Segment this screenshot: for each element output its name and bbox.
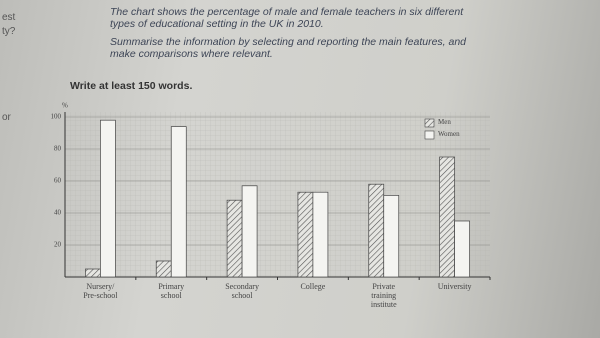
- legend-swatch: [424, 130, 435, 140]
- margin-text: ty?: [2, 26, 16, 37]
- bar: [155, 260, 172, 278]
- bar: [170, 126, 187, 278]
- y-tick-label: 60: [54, 177, 62, 185]
- task-prompt: The chart shows the percentage of male a…: [110, 6, 464, 30]
- task-instruction: Summarise the information by selecting a…: [110, 36, 467, 60]
- x-tick-label: Secondary school: [225, 282, 259, 300]
- y-tick-label: 40: [54, 209, 62, 217]
- x-tick-label: University: [437, 282, 472, 291]
- margin-text: or: [2, 112, 11, 123]
- bar: [454, 220, 470, 278]
- plot-background: [65, 112, 490, 277]
- bar: [312, 191, 329, 278]
- legend-label: Women: [438, 130, 460, 138]
- bar: [383, 195, 400, 278]
- word-count: Write at least 150 words.: [70, 80, 193, 92]
- legend-swatch: [424, 118, 435, 128]
- margin-text: est: [2, 12, 16, 23]
- x-tick-label: Private training institute: [370, 282, 397, 309]
- bar: [226, 199, 243, 278]
- bar: [439, 156, 455, 278]
- x-tick-label: Primary school: [158, 282, 185, 300]
- legend-label: Men: [438, 118, 451, 126]
- y-axis-label: %: [62, 102, 68, 110]
- y-tick-label: 20: [54, 241, 62, 249]
- x-tick-label: Nursery/ Pre-school: [83, 282, 118, 300]
- bar: [241, 185, 258, 278]
- x-tick-label: College: [300, 282, 326, 291]
- bar: [297, 191, 314, 278]
- bar: [100, 119, 116, 278]
- bar: [368, 183, 385, 278]
- y-tick-label: 80: [54, 145, 62, 153]
- y-tick-label: 100: [51, 113, 62, 121]
- bar: [85, 268, 101, 278]
